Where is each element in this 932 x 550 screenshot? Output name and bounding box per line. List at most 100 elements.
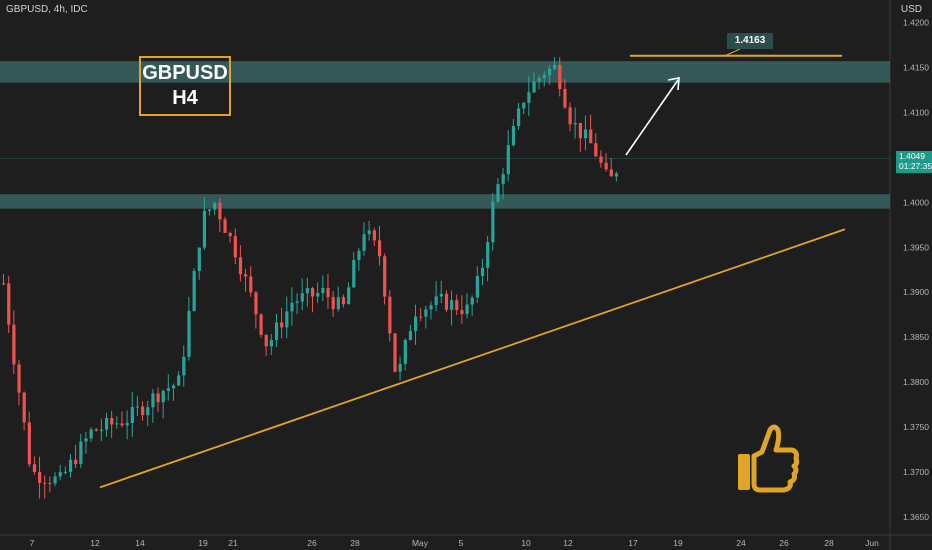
candle-body — [553, 65, 557, 69]
y-tick-label: 1.3850 — [903, 332, 929, 342]
y-tick-label: 1.4000 — [903, 197, 929, 207]
y-tick-label: 1.4100 — [903, 107, 929, 117]
candle-body — [115, 423, 119, 425]
x-tick-label: 7 — [30, 538, 35, 548]
candle-body — [89, 429, 93, 439]
candle-body — [419, 316, 423, 318]
candle-body — [547, 68, 552, 76]
candle-body — [594, 143, 598, 157]
candle-body — [27, 422, 31, 465]
candle-body — [424, 309, 428, 317]
candle-body — [146, 407, 150, 416]
candle-body — [12, 324, 16, 365]
x-tick-label: May — [412, 538, 429, 548]
x-tick-label: 14 — [135, 538, 145, 548]
symbol-header: GBPUSD, 4h, IDC — [6, 4, 88, 15]
candle-body — [583, 129, 588, 139]
ascending-trendline — [99, 228, 846, 489]
candle-body — [542, 75, 546, 78]
candle-body — [336, 297, 340, 310]
candle-body — [398, 363, 402, 372]
candle-body — [537, 77, 541, 82]
candle-body — [393, 333, 397, 372]
candle-body — [254, 292, 258, 315]
candle-body — [300, 293, 304, 302]
candle-body — [532, 81, 536, 93]
x-tick-label: 28 — [350, 538, 360, 548]
arrow-head — [667, 77, 680, 91]
candle-body — [599, 156, 603, 163]
candle-body — [125, 422, 129, 426]
candle-body — [496, 184, 500, 202]
timeframe-title: H4 — [172, 87, 198, 109]
thumbs-up-icon — [738, 424, 800, 493]
candle-body — [609, 169, 613, 177]
candle-body — [68, 459, 73, 472]
candle-body — [244, 274, 248, 277]
candle-body — [439, 293, 443, 297]
candle-body — [388, 296, 392, 334]
candle-body — [22, 392, 26, 423]
candle-body — [377, 240, 382, 257]
y-tick-label: 1.3750 — [903, 422, 929, 432]
candle-body — [506, 145, 510, 175]
candle-body — [450, 300, 454, 310]
candle-body — [475, 276, 479, 298]
y-tick-label: 1.3950 — [903, 242, 929, 252]
x-tick-label: 26 — [779, 538, 789, 548]
candle-body — [305, 288, 310, 294]
candle-body — [280, 322, 284, 328]
x-tick-label: 5 — [459, 538, 464, 548]
candle-body — [578, 122, 582, 139]
candle-body — [156, 393, 160, 403]
candle-body — [171, 385, 176, 389]
candle-body — [362, 234, 366, 251]
x-tick-label: 10 — [521, 538, 531, 548]
candle-body — [53, 476, 57, 484]
candle-body — [455, 300, 459, 311]
candle-body — [511, 126, 516, 146]
candle-body — [202, 210, 207, 248]
candle-body — [79, 441, 83, 465]
candle-body — [249, 276, 253, 293]
candle-body — [105, 418, 109, 430]
candle-body — [470, 297, 474, 305]
candle-body — [192, 270, 196, 311]
candle-body — [259, 314, 263, 335]
candle-body — [208, 209, 212, 211]
candle-body — [151, 393, 155, 408]
candle-body — [177, 375, 181, 386]
candle-body — [347, 287, 351, 305]
candle-body — [403, 340, 407, 364]
x-tick-label: 21 — [228, 538, 238, 548]
candle-body — [480, 267, 485, 277]
candle-body — [94, 429, 98, 431]
candle-body — [228, 232, 232, 237]
candle-body — [460, 310, 464, 315]
currency-label: USD — [900, 4, 922, 15]
candle-body — [522, 102, 526, 109]
candle-body — [187, 310, 191, 357]
candle-body — [589, 129, 593, 144]
candle-body — [218, 202, 222, 220]
y-tick-label: 1.4150 — [903, 62, 929, 72]
candle-body — [331, 297, 335, 310]
x-tick-label: 19 — [673, 538, 683, 548]
x-tick-label: 26 — [307, 538, 317, 548]
resistance-zone — [0, 61, 890, 83]
candle-body — [367, 230, 371, 235]
candle-body — [43, 482, 47, 484]
candle-body — [321, 288, 325, 294]
candle-body — [491, 201, 495, 243]
x-tick-label: 12 — [90, 538, 100, 548]
x-tick-label: 12 — [563, 538, 573, 548]
support-zone — [0, 194, 890, 209]
candle-body — [161, 390, 165, 403]
candle-body — [517, 108, 521, 127]
candle-body — [32, 464, 37, 472]
y-tick-label: 1.3900 — [903, 287, 929, 297]
symbol-timeframe-box: GBPUSD H4 — [139, 56, 231, 116]
candle-body — [465, 304, 469, 315]
candle-body — [166, 388, 170, 391]
